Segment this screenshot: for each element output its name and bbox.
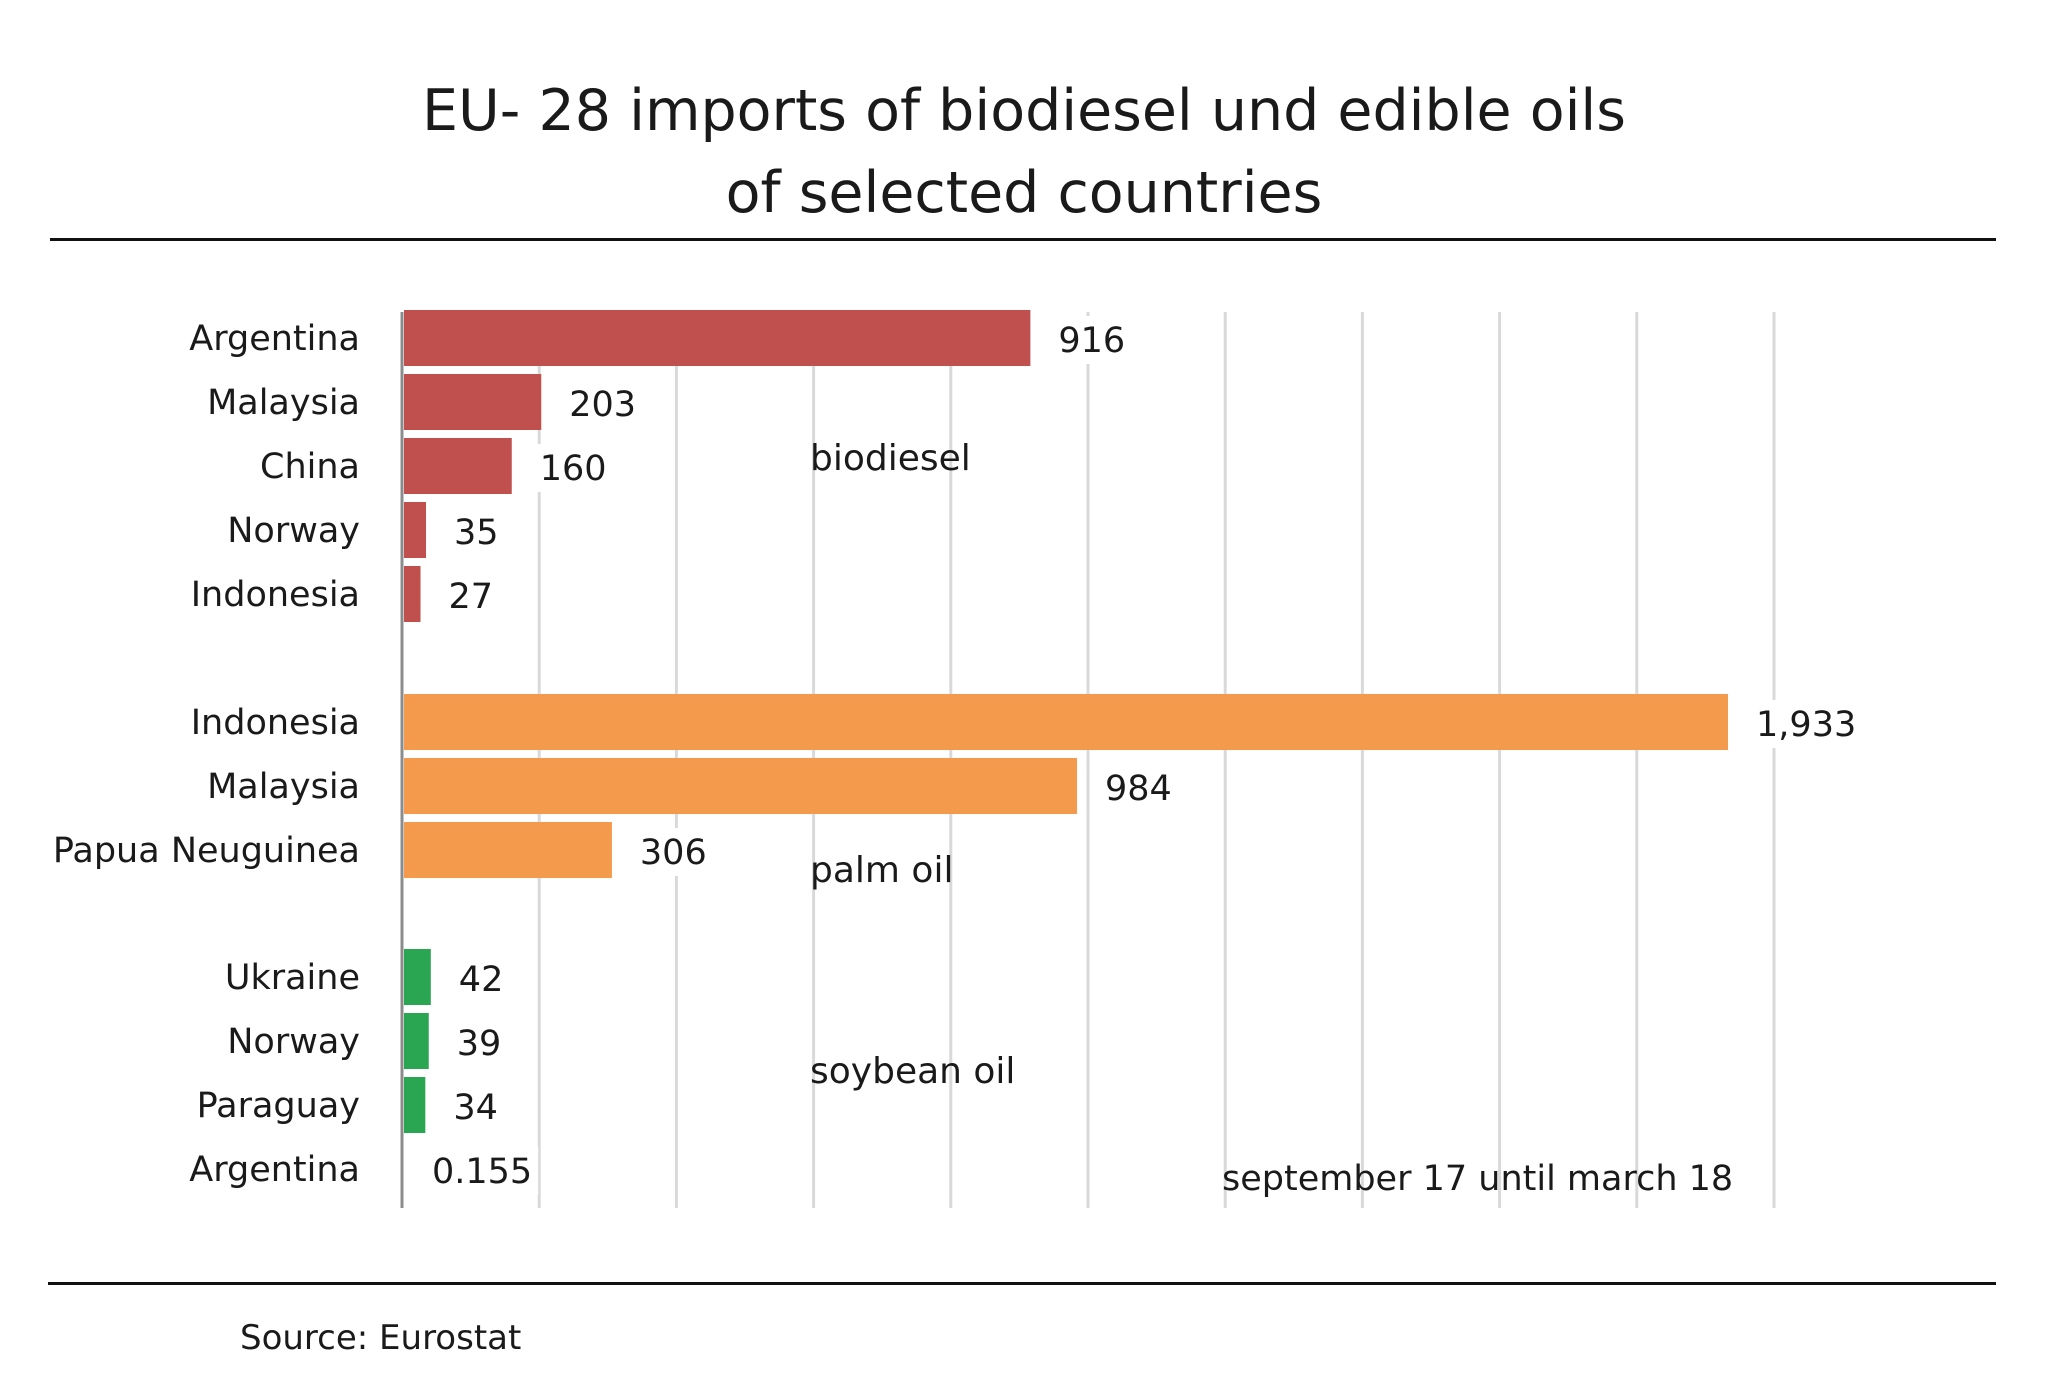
bar-biodiesel-malaysia [404, 374, 542, 430]
value-label-background [1750, 700, 1863, 748]
category-label: Malaysia [207, 767, 360, 807]
value-label: 203 [569, 385, 636, 425]
value-label: 27 [449, 577, 494, 617]
category-label: Malaysia [207, 383, 360, 423]
group-label-palm-oil: palm oil [810, 850, 953, 891]
bar-biodiesel-indonesia [404, 566, 421, 622]
bottom-rule [48, 1282, 1996, 1285]
value-label-background [448, 508, 505, 556]
category-label: Argentina [189, 1150, 360, 1190]
top-rule [50, 238, 1996, 241]
value-label: 0.155 [432, 1152, 532, 1192]
bar-palm-oil-malaysia [404, 758, 1078, 814]
value-label: 39 [457, 1024, 502, 1064]
value-label: 916 [1058, 321, 1125, 361]
title-line-1: EU- 28 imports of biodiesel und edible o… [422, 78, 1626, 144]
value-label: 306 [640, 833, 707, 873]
source-note: Source: Eurostat [240, 1318, 522, 1358]
category-label: Argentina [189, 319, 360, 359]
group-label-soybean-oil: soybean oil [810, 1051, 1015, 1092]
value-label: 34 [453, 1088, 498, 1128]
value-label-background [452, 955, 510, 1003]
value-label-background [633, 828, 713, 876]
value-label-background [447, 1083, 504, 1131]
category-label: Paraguay [197, 1086, 360, 1126]
chart-title: EU- 28 imports of biodiesel und edible o… [0, 70, 2048, 234]
value-label-background [563, 380, 643, 428]
value-label: 35 [454, 513, 499, 553]
value-label-background [1099, 764, 1178, 812]
value-label: 160 [540, 449, 607, 489]
period-note: september 17 until march 18 [1222, 1159, 1733, 1199]
value-label-background [533, 444, 613, 492]
group-label-biodiesel: biodiesel [810, 438, 971, 479]
category-label: Ukraine [225, 958, 360, 998]
value-label-background [442, 572, 500, 620]
category-label: Indonesia [191, 703, 360, 743]
title-line-2: of selected countries [725, 160, 1323, 226]
bar-soybean-oil-norway [404, 1013, 429, 1069]
bar-soybean-oil-ukraine [404, 949, 431, 1005]
category-label: Indonesia [191, 575, 360, 615]
bar-palm-oil-indonesia [404, 694, 1729, 750]
bar-biodiesel-norway [404, 502, 427, 558]
value-label: 1,933 [1756, 705, 1856, 745]
value-label-background [426, 1147, 539, 1195]
category-label: Norway [227, 511, 360, 551]
bar-soybean-oil-paraguay [404, 1077, 426, 1133]
category-label: Norway [227, 1022, 360, 1062]
value-label-background [1052, 316, 1132, 364]
bar-biodiesel-argentina [404, 310, 1031, 366]
category-label: Papua Neuguinea [53, 831, 360, 871]
value-label: 42 [459, 960, 504, 1000]
bar-biodiesel-china [404, 438, 512, 494]
category-label: China [260, 447, 360, 487]
value-label-background [450, 1019, 508, 1067]
bar-palm-oil-papua-neuguinea [404, 822, 612, 878]
value-label: 984 [1105, 769, 1172, 809]
